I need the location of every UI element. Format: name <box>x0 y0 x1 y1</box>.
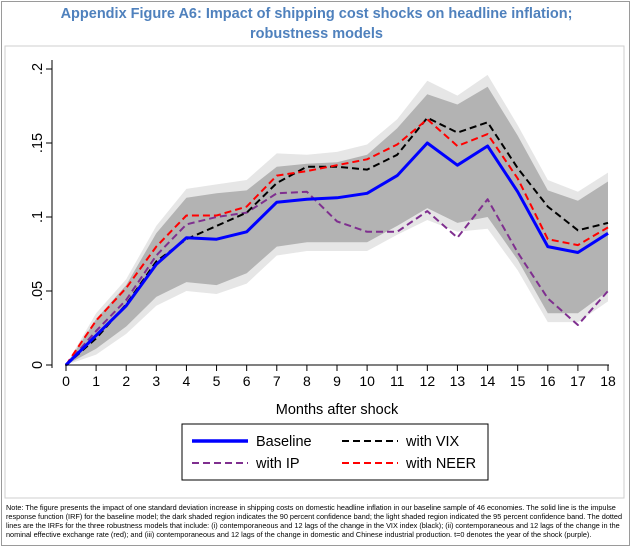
x-tick-label: 10 <box>359 373 375 389</box>
legend-box <box>181 423 489 481</box>
title-line-2: robustness models <box>250 26 383 42</box>
series-lines <box>64 116 609 367</box>
y-tick-label: .1 <box>30 211 46 223</box>
axes: 0.05.1.15.20 1 2 3 4 5 6 7 8 9 10 11 12 13 14 15 16 17 18 <box>30 60 616 389</box>
title-line-1: Appendix Figure A6: Impact of shipping c… <box>60 6 573 22</box>
x-axis-label: Months after shock <box>276 402 399 418</box>
series-line-baseline <box>64 141 609 367</box>
series-line-with-vix <box>65 116 609 366</box>
x-tick-label: 4 <box>183 373 191 389</box>
y-tick-label: .2 <box>30 63 46 75</box>
x-tick-label: 17 <box>570 373 586 389</box>
x-tick-label: 1 <box>92 373 100 389</box>
series-line-with-neer <box>65 118 609 366</box>
x-tick-label: 12 <box>420 373 436 389</box>
figure-title: Appendix Figure A6: Impact of shipping c… <box>0 4 633 44</box>
y-tick-label: .05 <box>30 281 46 301</box>
confidence-bands <box>66 74 608 366</box>
x-tick-label: 7 <box>273 373 281 389</box>
x-tick-label: 0 <box>62 373 70 389</box>
x-tick-label: 2 <box>122 373 130 389</box>
x-tick-label: 13 <box>450 373 466 389</box>
x-tick-label: 16 <box>540 373 556 389</box>
x-tick-label: 9 <box>333 373 341 389</box>
series-line-with-ip <box>65 190 609 366</box>
band-90 <box>66 86 608 366</box>
x-tick-label: 3 <box>152 373 160 389</box>
legend-label: with VIX <box>405 434 460 450</box>
legend-label: Baseline <box>256 434 312 450</box>
x-tick-label: 11 <box>390 373 405 389</box>
legend-label: with NEER <box>405 456 476 472</box>
y-tick-label: .15 <box>30 133 46 153</box>
legend: Baseline with VIX with IP with NEER <box>181 423 489 481</box>
x-tick-label: 18 <box>600 373 616 389</box>
plot-region-border <box>4 45 625 499</box>
x-tick-label: 14 <box>480 373 496 389</box>
x-tick-label: 15 <box>510 373 526 389</box>
y-tick-label: 0 <box>30 361 46 369</box>
figure-note: Note: The figure presents the impact of … <box>6 503 623 539</box>
x-tick-label: 5 <box>213 373 221 389</box>
x-tick-label: 6 <box>243 373 251 389</box>
legend-label: with IP <box>255 456 300 472</box>
x-tick-label: 8 <box>303 373 311 389</box>
